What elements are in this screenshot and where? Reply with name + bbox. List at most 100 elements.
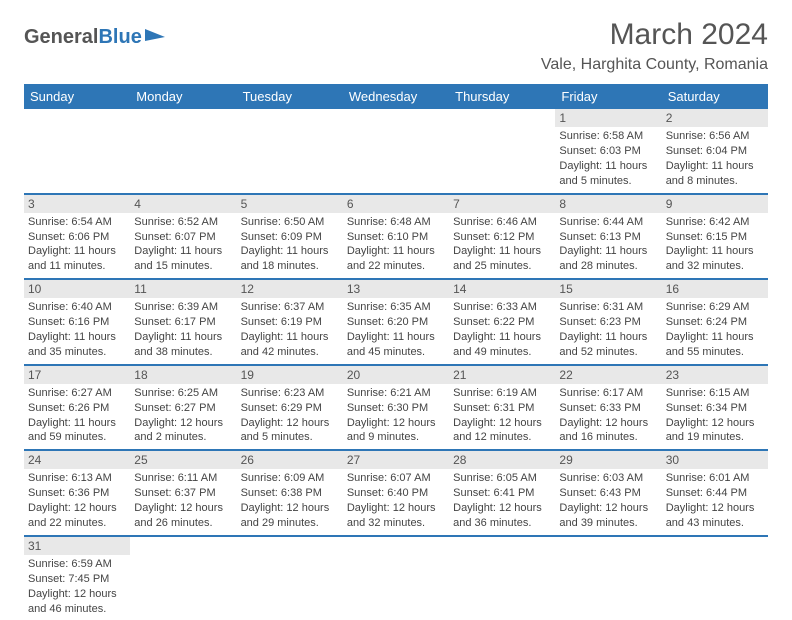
sunset-text: Sunset: 6:09 PM bbox=[241, 230, 339, 245]
day-body: Sunrise: 6:54 AMSunset: 6:06 PMDaylight:… bbox=[24, 213, 130, 278]
day-body: Sunrise: 6:52 AMSunset: 6:07 PMDaylight:… bbox=[130, 213, 236, 278]
day-body: Sunrise: 6:25 AMSunset: 6:27 PMDaylight:… bbox=[130, 384, 236, 449]
daylight-text: and 39 minutes. bbox=[559, 516, 657, 531]
daylight-text: Daylight: 11 hours bbox=[666, 330, 764, 345]
daylight-text: Daylight: 11 hours bbox=[241, 244, 339, 259]
calendar-cell: 22Sunrise: 6:17 AMSunset: 6:33 PMDayligh… bbox=[555, 365, 661, 451]
sunset-text: Sunset: 6:40 PM bbox=[347, 486, 445, 501]
sunrise-text: Sunrise: 6:56 AM bbox=[666, 129, 764, 144]
daylight-text: and 19 minutes. bbox=[666, 430, 764, 445]
day-number: 20 bbox=[343, 366, 449, 384]
sunrise-text: Sunrise: 6:31 AM bbox=[559, 300, 657, 315]
day-number: 10 bbox=[24, 280, 130, 298]
calendar-cell: 9Sunrise: 6:42 AMSunset: 6:15 PMDaylight… bbox=[662, 194, 768, 280]
sunset-text: Sunset: 6:15 PM bbox=[666, 230, 764, 245]
day-header: Sunday bbox=[24, 84, 130, 109]
day-number: 4 bbox=[130, 195, 236, 213]
day-body: Sunrise: 6:03 AMSunset: 6:43 PMDaylight:… bbox=[555, 469, 661, 534]
calendar-cell: 16Sunrise: 6:29 AMSunset: 6:24 PMDayligh… bbox=[662, 279, 768, 365]
daylight-text: Daylight: 11 hours bbox=[28, 330, 126, 345]
day-body: Sunrise: 6:13 AMSunset: 6:36 PMDaylight:… bbox=[24, 469, 130, 534]
day-header: Saturday bbox=[662, 84, 768, 109]
daylight-text: and 11 minutes. bbox=[28, 259, 126, 274]
calendar-cell: 1Sunrise: 6:58 AMSunset: 6:03 PMDaylight… bbox=[555, 109, 661, 194]
calendar-cell bbox=[24, 109, 130, 194]
sunrise-text: Sunrise: 6:54 AM bbox=[28, 215, 126, 230]
sunrise-text: Sunrise: 6:35 AM bbox=[347, 300, 445, 315]
day-body: Sunrise: 6:07 AMSunset: 6:40 PMDaylight:… bbox=[343, 469, 449, 534]
day-body: Sunrise: 6:40 AMSunset: 6:16 PMDaylight:… bbox=[24, 298, 130, 363]
day-number: 30 bbox=[662, 451, 768, 469]
daylight-text: and 42 minutes. bbox=[241, 345, 339, 360]
daylight-text: Daylight: 11 hours bbox=[241, 330, 339, 345]
calendar-cell: 28Sunrise: 6:05 AMSunset: 6:41 PMDayligh… bbox=[449, 450, 555, 536]
sunset-text: Sunset: 6:12 PM bbox=[453, 230, 551, 245]
calendar-cell: 27Sunrise: 6:07 AMSunset: 6:40 PMDayligh… bbox=[343, 450, 449, 536]
calendar-table: SundayMondayTuesdayWednesdayThursdayFrid… bbox=[24, 84, 768, 620]
day-header: Tuesday bbox=[237, 84, 343, 109]
day-header: Friday bbox=[555, 84, 661, 109]
day-number: 14 bbox=[449, 280, 555, 298]
daylight-text: and 2 minutes. bbox=[134, 430, 232, 445]
sunrise-text: Sunrise: 6:48 AM bbox=[347, 215, 445, 230]
daylight-text: Daylight: 12 hours bbox=[28, 587, 126, 602]
day-body: Sunrise: 6:48 AMSunset: 6:10 PMDaylight:… bbox=[343, 213, 449, 278]
day-number: 28 bbox=[449, 451, 555, 469]
logo-text-1: General bbox=[24, 26, 98, 49]
calendar-cell: 23Sunrise: 6:15 AMSunset: 6:34 PMDayligh… bbox=[662, 365, 768, 451]
sunrise-text: Sunrise: 6:15 AM bbox=[666, 386, 764, 401]
day-body: Sunrise: 6:39 AMSunset: 6:17 PMDaylight:… bbox=[130, 298, 236, 363]
calendar-cell: 30Sunrise: 6:01 AMSunset: 6:44 PMDayligh… bbox=[662, 450, 768, 536]
day-number: 5 bbox=[237, 195, 343, 213]
daylight-text: Daylight: 11 hours bbox=[453, 244, 551, 259]
daylight-text: and 49 minutes. bbox=[453, 345, 551, 360]
day-body: Sunrise: 6:46 AMSunset: 6:12 PMDaylight:… bbox=[449, 213, 555, 278]
sunrise-text: Sunrise: 6:19 AM bbox=[453, 386, 551, 401]
sunrise-text: Sunrise: 6:52 AM bbox=[134, 215, 232, 230]
calendar-cell bbox=[662, 536, 768, 620]
sunset-text: Sunset: 6:20 PM bbox=[347, 315, 445, 330]
day-number: 6 bbox=[343, 195, 449, 213]
sunrise-text: Sunrise: 6:01 AM bbox=[666, 471, 764, 486]
calendar-cell bbox=[449, 536, 555, 620]
sunrise-text: Sunrise: 6:25 AM bbox=[134, 386, 232, 401]
sunset-text: Sunset: 6:17 PM bbox=[134, 315, 232, 330]
day-body: Sunrise: 6:11 AMSunset: 6:37 PMDaylight:… bbox=[130, 469, 236, 534]
sunset-text: Sunset: 6:29 PM bbox=[241, 401, 339, 416]
daylight-text: Daylight: 11 hours bbox=[28, 416, 126, 431]
sunset-text: Sunset: 7:45 PM bbox=[28, 572, 126, 587]
calendar-cell: 8Sunrise: 6:44 AMSunset: 6:13 PMDaylight… bbox=[555, 194, 661, 280]
day-number: 15 bbox=[555, 280, 661, 298]
sunset-text: Sunset: 6:30 PM bbox=[347, 401, 445, 416]
day-number: 21 bbox=[449, 366, 555, 384]
daylight-text: and 59 minutes. bbox=[28, 430, 126, 445]
calendar-cell: 7Sunrise: 6:46 AMSunset: 6:12 PMDaylight… bbox=[449, 194, 555, 280]
daylight-text: and 35 minutes. bbox=[28, 345, 126, 360]
daylight-text: Daylight: 11 hours bbox=[559, 330, 657, 345]
daylight-text: and 36 minutes. bbox=[453, 516, 551, 531]
daylight-text: Daylight: 12 hours bbox=[453, 416, 551, 431]
calendar-body: 1Sunrise: 6:58 AMSunset: 6:03 PMDaylight… bbox=[24, 109, 768, 620]
day-number: 1 bbox=[555, 109, 661, 127]
day-body: Sunrise: 6:35 AMSunset: 6:20 PMDaylight:… bbox=[343, 298, 449, 363]
calendar-cell: 3Sunrise: 6:54 AMSunset: 6:06 PMDaylight… bbox=[24, 194, 130, 280]
daylight-text: and 29 minutes. bbox=[241, 516, 339, 531]
daylight-text: Daylight: 11 hours bbox=[453, 330, 551, 345]
calendar-cell: 17Sunrise: 6:27 AMSunset: 6:26 PMDayligh… bbox=[24, 365, 130, 451]
day-number: 22 bbox=[555, 366, 661, 384]
daylight-text: Daylight: 11 hours bbox=[347, 244, 445, 259]
calendar-cell: 4Sunrise: 6:52 AMSunset: 6:07 PMDaylight… bbox=[130, 194, 236, 280]
daylight-text: Daylight: 12 hours bbox=[559, 501, 657, 516]
daylight-text: and 5 minutes. bbox=[559, 174, 657, 189]
daylight-text: Daylight: 11 hours bbox=[134, 330, 232, 345]
sunrise-text: Sunrise: 6:29 AM bbox=[666, 300, 764, 315]
calendar-cell bbox=[343, 536, 449, 620]
daylight-text: Daylight: 12 hours bbox=[453, 501, 551, 516]
day-number: 23 bbox=[662, 366, 768, 384]
day-body: Sunrise: 6:31 AMSunset: 6:23 PMDaylight:… bbox=[555, 298, 661, 363]
calendar-cell: 24Sunrise: 6:13 AMSunset: 6:36 PMDayligh… bbox=[24, 450, 130, 536]
sunrise-text: Sunrise: 6:58 AM bbox=[559, 129, 657, 144]
day-number: 7 bbox=[449, 195, 555, 213]
sunset-text: Sunset: 6:22 PM bbox=[453, 315, 551, 330]
sunrise-text: Sunrise: 6:46 AM bbox=[453, 215, 551, 230]
